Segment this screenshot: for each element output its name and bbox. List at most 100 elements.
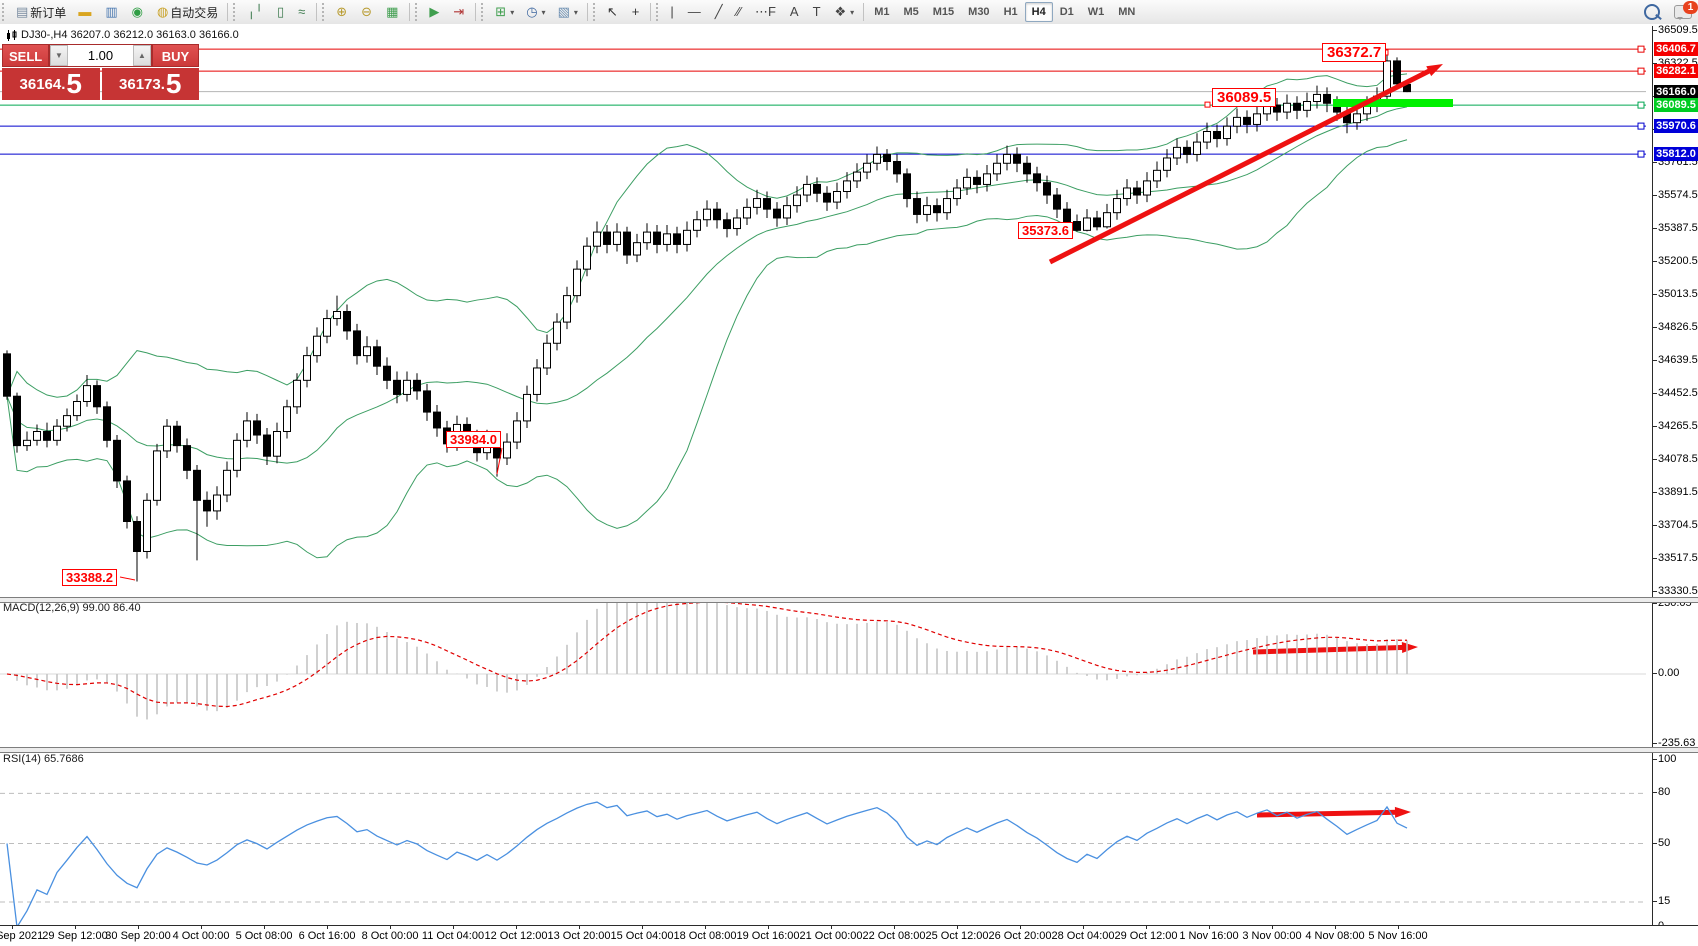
horizontal-line-tool-glyph: — bbox=[687, 4, 701, 19]
toolbar-grip bbox=[233, 3, 239, 21]
volume-increase-button[interactable]: ▲ bbox=[133, 45, 151, 66]
price-axis[interactable]: 36509.536322.536135.535948.535761.535574… bbox=[1652, 24, 1698, 932]
rsi-indicator-chart[interactable] bbox=[0, 752, 1652, 925]
data-window-icon[interactable]: ▥ bbox=[100, 1, 124, 23]
timeframe-h1-button[interactable]: H1 bbox=[1003, 6, 1018, 18]
timeframe-m5-button[interactable]: M5 bbox=[903, 6, 919, 18]
sell-price-display[interactable]: 36164. 5 bbox=[2, 68, 100, 100]
macd-indicator-chart[interactable] bbox=[0, 601, 1652, 747]
new-order-button[interactable]: ▤ 新订单 bbox=[11, 1, 71, 23]
date-tick-label: 12 Oct 12:00 bbox=[484, 930, 548, 942]
date-tick-label: 18 Oct 08:00 bbox=[673, 930, 737, 942]
auto-scroll-glyph: ▶ bbox=[429, 4, 440, 19]
chart-shift-button[interactable]: ⇥ bbox=[448, 1, 471, 23]
notifications-chat-icon[interactable]: 1 bbox=[1674, 1, 1698, 20]
dropdown-caret-icon[interactable]: ▾ bbox=[850, 7, 855, 17]
zoom-out-button[interactable]: ⊖ bbox=[356, 1, 379, 23]
candlestick-chart-icon[interactable]: ▯ bbox=[272, 1, 291, 23]
candlestick bbox=[733, 217, 741, 230]
arrows-tool[interactable]: ❖ ▾ bbox=[830, 1, 860, 23]
volume-input[interactable]: 1.00 bbox=[87, 48, 114, 63]
price-tick-label: 33330.5 bbox=[1653, 585, 1698, 597]
candlestick bbox=[1393, 60, 1401, 85]
zoom-in-button[interactable]: ⊕ bbox=[331, 1, 354, 23]
date-tick-mark bbox=[642, 926, 643, 929]
timeframe-h4-button[interactable]: H4 bbox=[1024, 2, 1053, 22]
text-label-tool[interactable]: T bbox=[808, 1, 828, 23]
candlestick bbox=[673, 233, 681, 245]
line-chart-icon[interactable]: ≈ bbox=[293, 1, 312, 23]
timeframe-mn-button[interactable]: MN bbox=[1118, 6, 1136, 18]
price-tick-label: 33517.5 bbox=[1653, 552, 1698, 564]
dropdown-caret-icon[interactable]: ▾ bbox=[510, 7, 515, 17]
timeframe-w1-button[interactable]: W1 bbox=[1087, 6, 1105, 18]
timeframe-m30-button[interactable]: M30 bbox=[968, 6, 990, 18]
candlestick bbox=[1023, 162, 1031, 175]
profiles-button[interactable]: ◷ ▾ bbox=[521, 1, 550, 23]
candlestick bbox=[823, 192, 831, 203]
date-tick-mark bbox=[579, 926, 580, 929]
timeframe-m15-button[interactable]: M15 bbox=[932, 6, 955, 18]
auto-scroll-button[interactable]: ▶ bbox=[424, 1, 446, 23]
cursor-tool-button[interactable]: ↖ bbox=[602, 1, 625, 23]
date-tick-mark bbox=[768, 926, 769, 929]
horizontal-line-tool[interactable]: — bbox=[683, 1, 708, 23]
date-tick-mark bbox=[327, 926, 328, 929]
price-annotation-35373.6[interactable]: 35373.6 bbox=[1018, 222, 1073, 239]
vertical-line-tool[interactable]: | bbox=[665, 1, 680, 23]
timeframe-d1-button[interactable]: D1 bbox=[1059, 6, 1074, 18]
crosshair-tool-button[interactable]: + bbox=[627, 1, 647, 23]
bollinger-lower-band bbox=[6, 139, 1408, 559]
candlestick bbox=[1253, 113, 1261, 125]
trendline-tool[interactable]: ╱ bbox=[710, 1, 730, 23]
candlestick bbox=[1123, 187, 1131, 200]
dropdown-caret-icon[interactable]: ▾ bbox=[573, 7, 578, 17]
candlestick bbox=[763, 198, 771, 210]
candlestick bbox=[353, 330, 361, 357]
date-tick-label: 13 Oct 20:00 bbox=[547, 930, 611, 942]
market-watch-icon[interactable]: ▬ bbox=[73, 1, 98, 23]
signals-icon[interactable]: ◉ bbox=[127, 1, 150, 23]
autotrading-button[interactable]: ◍ 自动交易 bbox=[152, 1, 223, 23]
candlestick bbox=[643, 231, 651, 244]
support-zone-highlight[interactable] bbox=[1333, 99, 1453, 107]
candlestick bbox=[1203, 131, 1211, 143]
candlestick bbox=[1183, 146, 1191, 155]
price-annotation-33984.0[interactable]: 33984.0 bbox=[446, 431, 501, 448]
buy-price-main: 36173. bbox=[119, 76, 165, 93]
dropdown-caret-icon[interactable]: ▾ bbox=[541, 7, 546, 17]
trend-arrow-line[interactable] bbox=[1252, 644, 1409, 655]
text-tool[interactable]: A bbox=[785, 1, 806, 23]
date-tick-mark bbox=[201, 926, 202, 929]
candlestick bbox=[343, 311, 351, 332]
candlestick bbox=[663, 233, 671, 245]
new-chart-button[interactable]: ⊞ ▾ bbox=[490, 1, 519, 23]
sell-button[interactable]: SELL bbox=[2, 44, 49, 67]
trend-arrow-head bbox=[1426, 64, 1443, 77]
tile-windows-glyph: ▦ bbox=[386, 4, 399, 19]
macd-panel-splitter[interactable] bbox=[0, 597, 1698, 603]
candlestick bbox=[1043, 182, 1051, 196]
channel-tool[interactable]: ∕∕ bbox=[732, 1, 748, 23]
price-annotation-36372.7[interactable]: 36372.7 bbox=[1322, 43, 1387, 62]
candlestick bbox=[303, 355, 311, 381]
buy-price-display[interactable]: 36173. 5 bbox=[101, 68, 199, 100]
date-tick-mark bbox=[1398, 926, 1399, 929]
tile-windows-button[interactable]: ▦ bbox=[381, 1, 405, 23]
timeframe-m1-button[interactable]: M1 bbox=[874, 6, 890, 18]
buy-button[interactable]: BUY bbox=[152, 44, 199, 67]
date-tick-label: 6 Oct 16:00 bbox=[298, 930, 356, 942]
templates-button[interactable]: ▧ ▾ bbox=[553, 1, 583, 23]
search-icon[interactable] bbox=[1644, 4, 1660, 20]
price-annotation-33388.2[interactable]: 33388.2 bbox=[62, 569, 117, 586]
bar-chart-icon[interactable]: ╷╵ bbox=[242, 1, 270, 23]
price-annotation-36089.5[interactable]: 36089.5 bbox=[1212, 88, 1277, 107]
rsi-panel-splitter[interactable] bbox=[0, 747, 1698, 753]
date-tick-mark bbox=[1335, 926, 1336, 929]
main-price-chart[interactable] bbox=[0, 26, 1652, 597]
volume-decrease-button[interactable]: ▼ bbox=[50, 45, 68, 66]
macd-indicator-label: MACD(12,26,9) 99.00 86.40 bbox=[3, 602, 141, 614]
trend-arrow-line[interactable] bbox=[1048, 66, 1436, 265]
fibonacci-tool[interactable]: ⋯F bbox=[750, 1, 783, 23]
